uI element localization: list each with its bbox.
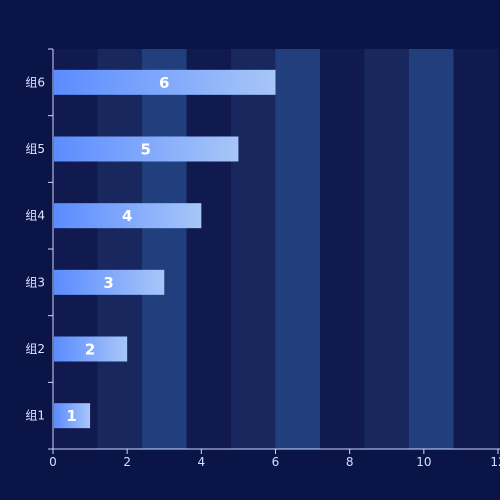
x-tick-label: 0	[49, 455, 57, 469]
x-tick-label: 2	[123, 455, 131, 469]
bar-value-label: 4	[122, 207, 132, 225]
background-band	[231, 49, 276, 449]
bar-value-label: 3	[103, 274, 113, 292]
bar-value-label: 1	[66, 407, 76, 425]
background-band	[142, 49, 187, 449]
bar	[54, 203, 202, 229]
background-band	[409, 49, 454, 449]
bar	[54, 336, 128, 362]
background-band	[186, 49, 232, 449]
labels: 0 2 4 6 8 10 12 组1 1 组2 2 组3 3 组4 4 组5 5 组6 6	[25, 74, 500, 469]
x-tick-label: 8	[346, 455, 354, 469]
category-label: 组3	[25, 275, 45, 289]
axes	[48, 48, 500, 454]
background-band	[275, 49, 321, 449]
bar-value-label: 6	[159, 74, 169, 92]
bar	[54, 269, 165, 295]
category-label: 组1	[25, 409, 45, 423]
bar-value-label: 2	[85, 341, 95, 359]
bar	[54, 136, 239, 162]
category-label: 组6	[25, 75, 45, 89]
x-tick-label: 4	[198, 455, 206, 469]
background-band	[53, 49, 98, 449]
bar	[54, 69, 276, 95]
x-tick-label: 10	[416, 455, 431, 469]
background-band	[320, 49, 365, 449]
background-band	[364, 49, 410, 449]
x-tick-label: 12	[490, 455, 500, 469]
bar	[54, 403, 91, 429]
category-label: 组5	[25, 142, 45, 156]
category-label: 组2	[25, 342, 45, 356]
category-label: 组4	[25, 209, 45, 223]
bars	[54, 69, 276, 429]
background-band	[453, 49, 499, 449]
background-bands	[53, 49, 499, 449]
background-band	[97, 49, 143, 449]
bar-value-label: 5	[140, 141, 150, 159]
x-tick-label: 6	[272, 455, 280, 469]
